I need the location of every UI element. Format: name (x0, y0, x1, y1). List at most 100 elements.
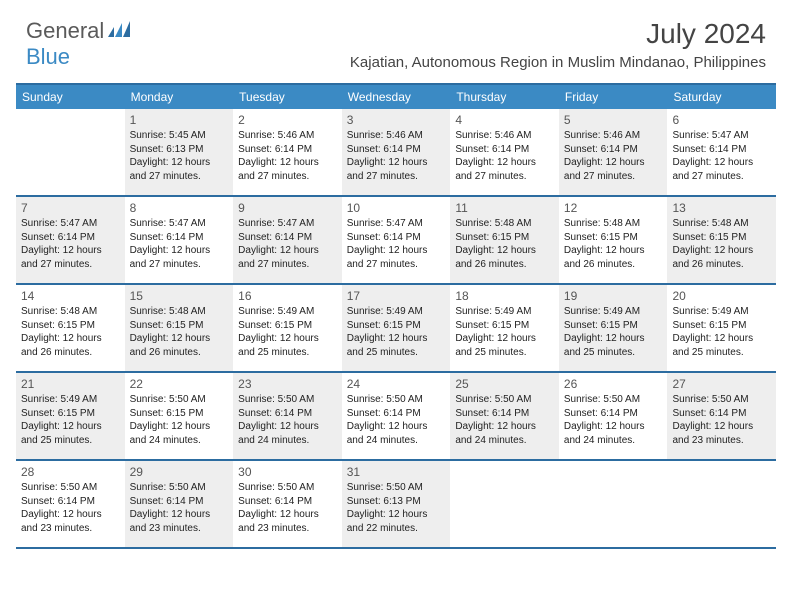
day-cell: 2Sunrise: 5:46 AMSunset: 6:14 PMDaylight… (233, 109, 342, 195)
sunset-text: Sunset: 6:15 PM (130, 407, 229, 421)
day-headers-row: SundayMondayTuesdayWednesdayThursdayFrid… (16, 85, 776, 109)
day-cell: 28Sunrise: 5:50 AMSunset: 6:14 PMDayligh… (16, 461, 125, 547)
day-number: 29 (130, 464, 229, 480)
sunset-text: Sunset: 6:13 PM (347, 495, 446, 509)
sunrise-text: Sunrise: 5:49 AM (672, 305, 771, 319)
sunrise-text: Sunrise: 5:46 AM (238, 129, 337, 143)
daylight-text: Daylight: 12 hours and 26 minutes. (455, 244, 554, 271)
logo-text-blue: Blue (26, 44, 70, 69)
daylight-text: Daylight: 12 hours and 23 minutes. (130, 508, 229, 535)
day-cell: 12Sunrise: 5:48 AMSunset: 6:15 PMDayligh… (559, 197, 668, 283)
day-number: 27 (672, 376, 771, 392)
daylight-text: Daylight: 12 hours and 27 minutes. (347, 156, 446, 183)
location-subtitle: Kajatian, Autonomous Region in Muslim Mi… (350, 54, 766, 71)
sunset-text: Sunset: 6:14 PM (564, 407, 663, 421)
sunrise-text: Sunrise: 5:45 AM (130, 129, 229, 143)
day-number: 11 (455, 200, 554, 216)
sunset-text: Sunset: 6:14 PM (672, 143, 771, 157)
daylight-text: Daylight: 12 hours and 26 minutes. (130, 332, 229, 359)
logo: General (26, 18, 132, 44)
day-number: 12 (564, 200, 663, 216)
daylight-text: Daylight: 12 hours and 27 minutes. (238, 244, 337, 271)
sunset-text: Sunset: 6:15 PM (347, 319, 446, 333)
sunset-text: Sunset: 6:15 PM (21, 407, 120, 421)
sunrise-text: Sunrise: 5:50 AM (672, 393, 771, 407)
day-header: Saturday (667, 85, 776, 109)
sunrise-text: Sunrise: 5:47 AM (347, 217, 446, 231)
daylight-text: Daylight: 12 hours and 27 minutes. (21, 244, 120, 271)
daylight-text: Daylight: 12 hours and 27 minutes. (347, 244, 446, 271)
sunrise-text: Sunrise: 5:47 AM (672, 129, 771, 143)
logo-chart-icon (108, 21, 130, 42)
day-cell (559, 461, 668, 547)
calendar-weeks: 1Sunrise: 5:45 AMSunset: 6:13 PMDaylight… (16, 109, 776, 549)
sunrise-text: Sunrise: 5:50 AM (347, 481, 446, 495)
sunrise-text: Sunrise: 5:49 AM (238, 305, 337, 319)
sunset-text: Sunset: 6:14 PM (347, 143, 446, 157)
sunset-text: Sunset: 6:14 PM (564, 143, 663, 157)
header: General July 2024 Kajatian, Autonomous R… (0, 0, 792, 75)
sunset-text: Sunset: 6:14 PM (455, 143, 554, 157)
sunrise-text: Sunrise: 5:49 AM (347, 305, 446, 319)
daylight-text: Daylight: 12 hours and 27 minutes. (564, 156, 663, 183)
day-cell: 23Sunrise: 5:50 AMSunset: 6:14 PMDayligh… (233, 373, 342, 459)
day-number: 28 (21, 464, 120, 480)
daylight-text: Daylight: 12 hours and 23 minutes. (238, 508, 337, 535)
day-cell: 6Sunrise: 5:47 AMSunset: 6:14 PMDaylight… (667, 109, 776, 195)
sunset-text: Sunset: 6:14 PM (347, 231, 446, 245)
day-cell: 16Sunrise: 5:49 AMSunset: 6:15 PMDayligh… (233, 285, 342, 371)
day-cell: 27Sunrise: 5:50 AMSunset: 6:14 PMDayligh… (667, 373, 776, 459)
sunrise-text: Sunrise: 5:47 AM (21, 217, 120, 231)
day-number: 7 (21, 200, 120, 216)
daylight-text: Daylight: 12 hours and 25 minutes. (347, 332, 446, 359)
day-cell: 11Sunrise: 5:48 AMSunset: 6:15 PMDayligh… (450, 197, 559, 283)
day-header: Thursday (450, 85, 559, 109)
day-cell: 4Sunrise: 5:46 AMSunset: 6:14 PMDaylight… (450, 109, 559, 195)
sunrise-text: Sunrise: 5:50 AM (21, 481, 120, 495)
day-cell: 1Sunrise: 5:45 AMSunset: 6:13 PMDaylight… (125, 109, 234, 195)
daylight-text: Daylight: 12 hours and 27 minutes. (130, 244, 229, 271)
sunrise-text: Sunrise: 5:50 AM (130, 481, 229, 495)
day-number: 23 (238, 376, 337, 392)
sunrise-text: Sunrise: 5:47 AM (238, 217, 337, 231)
day-number: 18 (455, 288, 554, 304)
day-cell: 5Sunrise: 5:46 AMSunset: 6:14 PMDaylight… (559, 109, 668, 195)
day-cell: 26Sunrise: 5:50 AMSunset: 6:14 PMDayligh… (559, 373, 668, 459)
calendar-week: 14Sunrise: 5:48 AMSunset: 6:15 PMDayligh… (16, 285, 776, 373)
day-number: 3 (347, 112, 446, 128)
calendar-week: 21Sunrise: 5:49 AMSunset: 6:15 PMDayligh… (16, 373, 776, 461)
sunset-text: Sunset: 6:14 PM (21, 495, 120, 509)
sunrise-text: Sunrise: 5:50 AM (130, 393, 229, 407)
sunset-text: Sunset: 6:15 PM (21, 319, 120, 333)
day-number: 6 (672, 112, 771, 128)
day-cell: 8Sunrise: 5:47 AMSunset: 6:14 PMDaylight… (125, 197, 234, 283)
day-cell: 15Sunrise: 5:48 AMSunset: 6:15 PMDayligh… (125, 285, 234, 371)
day-header: Wednesday (342, 85, 451, 109)
sunset-text: Sunset: 6:13 PM (130, 143, 229, 157)
day-number: 26 (564, 376, 663, 392)
sunrise-text: Sunrise: 5:50 AM (564, 393, 663, 407)
sunset-text: Sunset: 6:14 PM (21, 231, 120, 245)
day-number: 9 (238, 200, 337, 216)
daylight-text: Daylight: 12 hours and 23 minutes. (672, 420, 771, 447)
day-header: Tuesday (233, 85, 342, 109)
calendar-week: 7Sunrise: 5:47 AMSunset: 6:14 PMDaylight… (16, 197, 776, 285)
day-header: Monday (125, 85, 234, 109)
day-cell: 22Sunrise: 5:50 AMSunset: 6:15 PMDayligh… (125, 373, 234, 459)
daylight-text: Daylight: 12 hours and 26 minutes. (21, 332, 120, 359)
day-cell: 24Sunrise: 5:50 AMSunset: 6:14 PMDayligh… (342, 373, 451, 459)
sunset-text: Sunset: 6:14 PM (347, 407, 446, 421)
day-number: 8 (130, 200, 229, 216)
sunrise-text: Sunrise: 5:49 AM (455, 305, 554, 319)
title-block: July 2024 Kajatian, Autonomous Region in… (350, 18, 766, 71)
sunrise-text: Sunrise: 5:50 AM (347, 393, 446, 407)
daylight-text: Daylight: 12 hours and 22 minutes. (347, 508, 446, 535)
sunset-text: Sunset: 6:14 PM (238, 407, 337, 421)
sunrise-text: Sunrise: 5:48 AM (21, 305, 120, 319)
sunset-text: Sunset: 6:14 PM (238, 495, 337, 509)
day-cell (667, 461, 776, 547)
day-number: 14 (21, 288, 120, 304)
day-number: 25 (455, 376, 554, 392)
daylight-text: Daylight: 12 hours and 24 minutes. (347, 420, 446, 447)
day-number: 10 (347, 200, 446, 216)
